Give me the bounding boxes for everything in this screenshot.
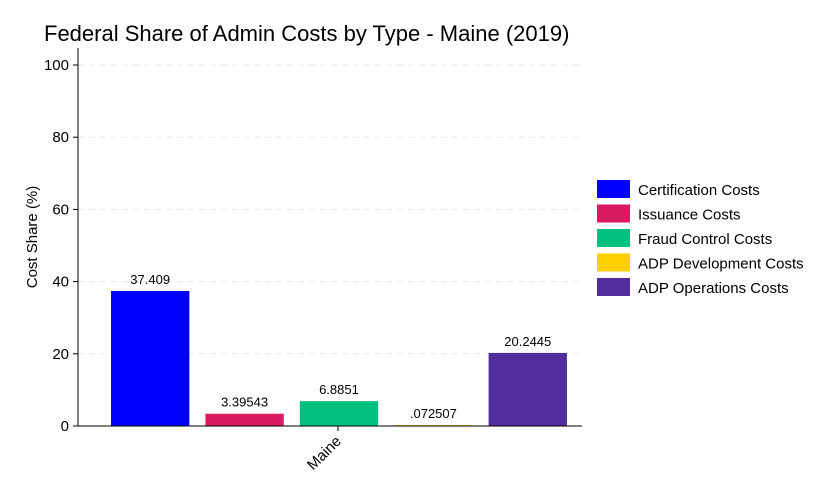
bar-fraud-control-costs [299, 401, 379, 426]
x-tick-label: Maine [304, 433, 345, 474]
legend-swatch [597, 229, 630, 247]
bar-value-label: .072507 [410, 406, 457, 421]
legend-swatch [597, 253, 630, 272]
bar-value-labels: 37.409 3.39543 6.8851 .072507 20.2445 [130, 272, 551, 421]
legend-label: Issuance Costs [638, 207, 741, 224]
legend-label: ADP Operations Costs [638, 280, 789, 297]
bar-value-label: 20.2445 [504, 334, 551, 349]
bars [111, 290, 567, 426]
y-tick-label: 40 [52, 274, 69, 291]
bar-value-label: 6.8851 [319, 382, 359, 397]
chart-title: Federal Share of Admin Costs by Type - M… [44, 21, 569, 46]
y-tick-label: 100 [44, 57, 69, 74]
legend-label: Certification Costs [638, 182, 760, 199]
bar-value-label: 37.409 [130, 272, 170, 287]
y-axis-label: Cost Share (%) [24, 186, 41, 289]
y-axis-ticks: 0 20 40 60 80 100 [44, 57, 78, 435]
y-tick-label: 60 [52, 201, 69, 218]
y-tick-label: 20 [52, 346, 69, 363]
x-axis-ticks: Maine [304, 426, 345, 474]
y-tick-label: 0 [61, 418, 69, 435]
legend: Certification Costs Issuance Costs Fraud C… [597, 180, 804, 297]
legend-label: Fraud Control Costs [638, 231, 772, 248]
legend-label: ADP Development Costs [638, 256, 804, 273]
bar-certification-costs [111, 290, 190, 426]
y-tick-label: 80 [52, 129, 69, 146]
legend-swatch [597, 180, 630, 198]
bar-adp-operations-costs [488, 352, 567, 426]
bar-value-label: 3.39543 [221, 395, 268, 410]
legend-swatch [597, 278, 630, 296]
bar-issuance-costs [205, 413, 284, 426]
legend-swatch [597, 204, 630, 223]
